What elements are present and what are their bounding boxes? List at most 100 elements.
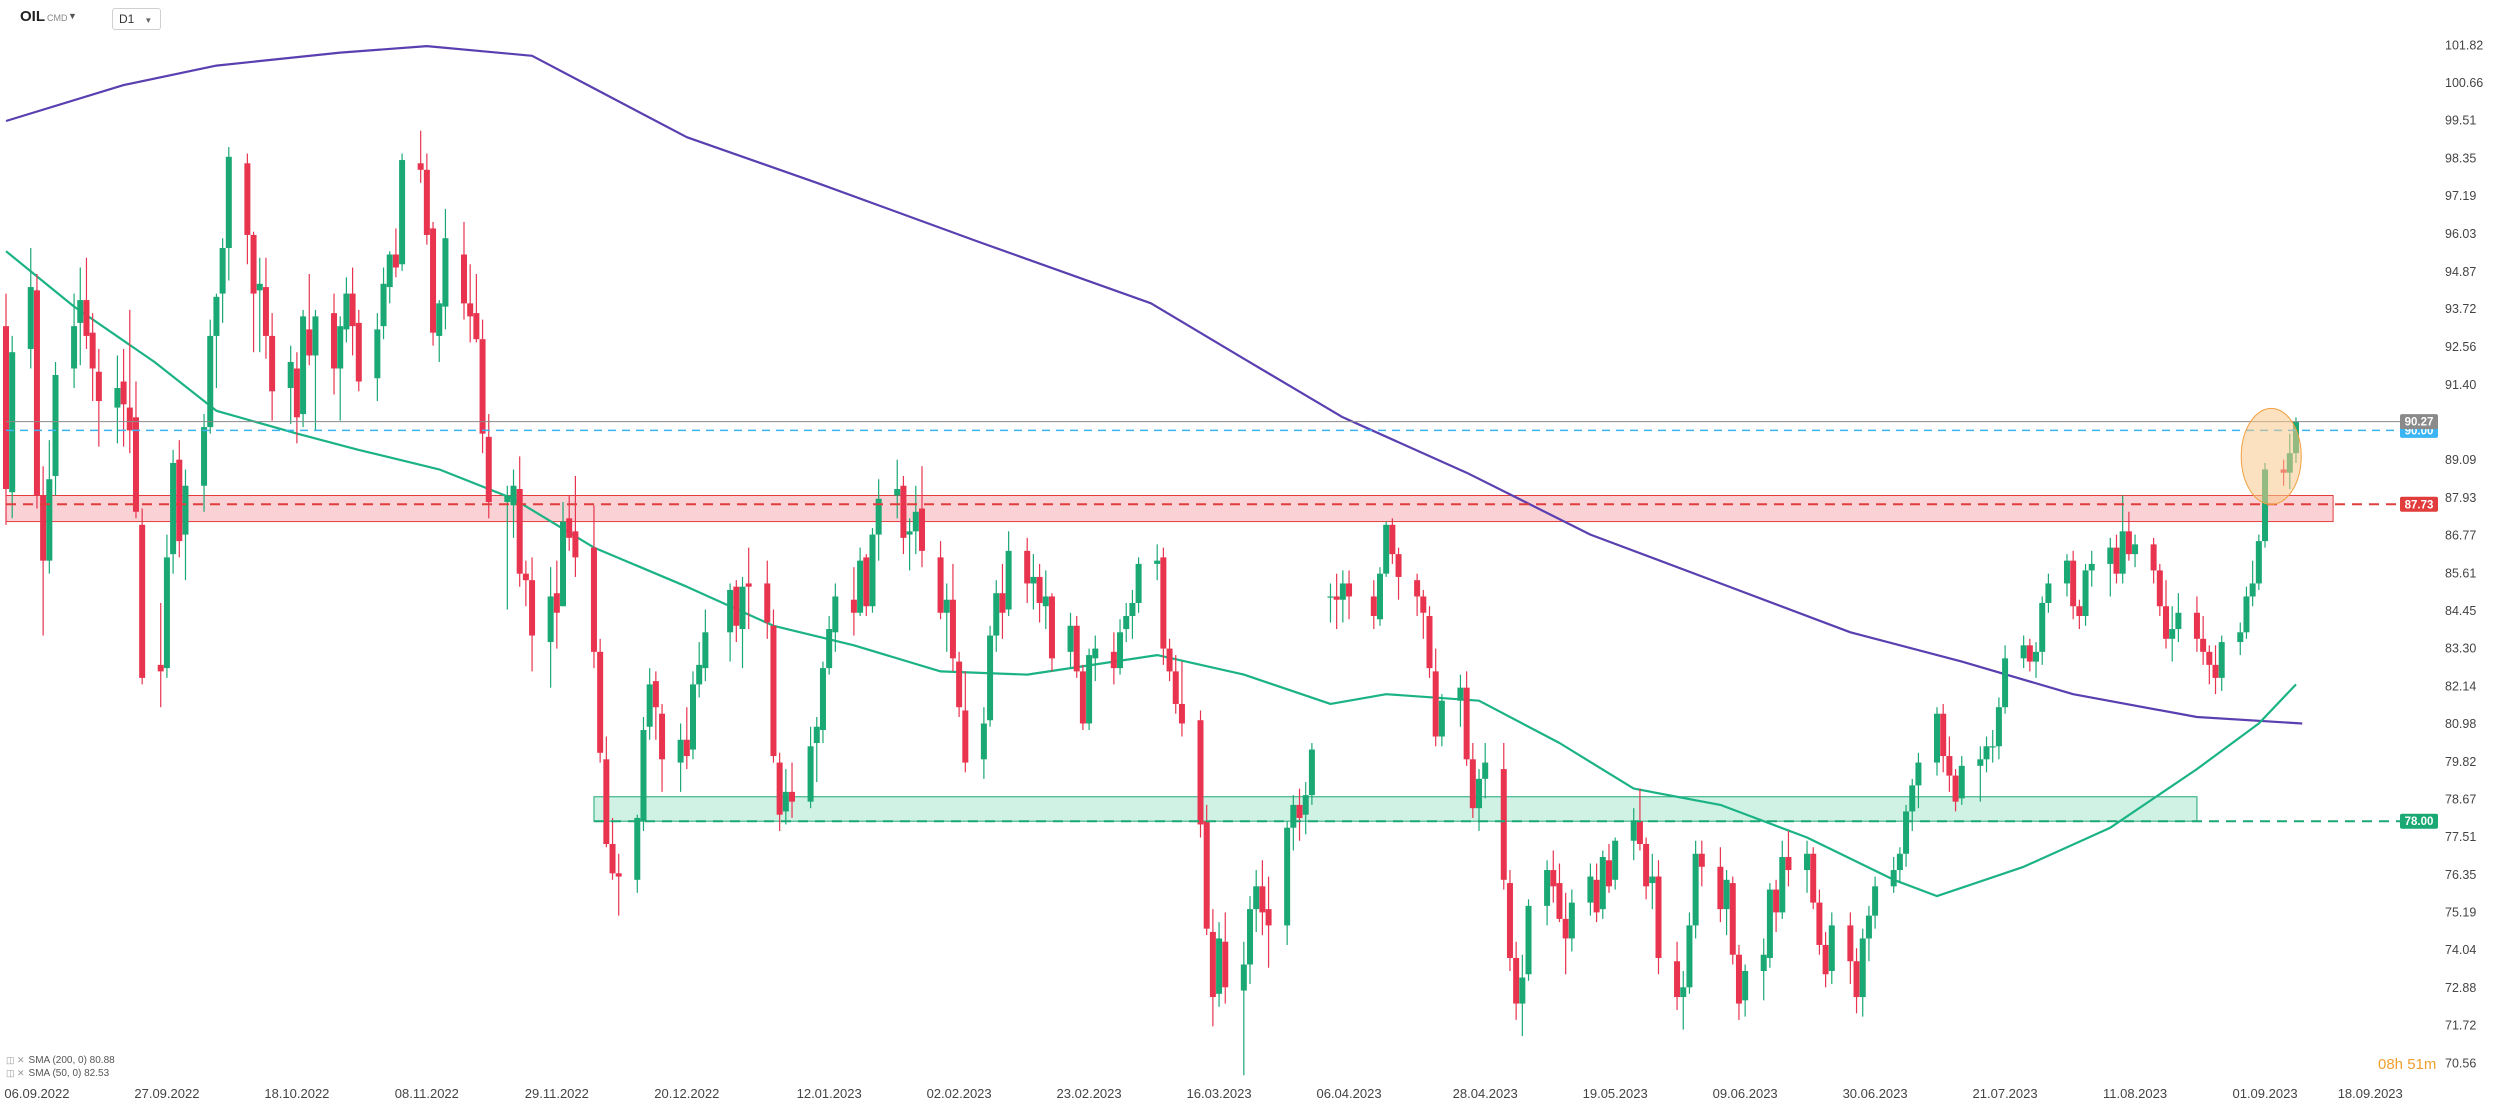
candle <box>727 583 734 662</box>
y-tick-label: 76.35 <box>2445 868 2476 882</box>
candle <box>2107 537 2114 597</box>
candle-body <box>1370 596 1377 617</box>
candle <box>1896 847 1903 884</box>
candle-body <box>894 488 901 496</box>
candle <box>560 502 567 607</box>
candle-body <box>1896 853 1903 871</box>
candle <box>2193 596 2200 652</box>
symbol-dropdown-icon[interactable]: ▼ <box>68 11 77 21</box>
candle-body <box>1655 876 1662 958</box>
candle-body <box>745 583 752 587</box>
candle <box>1655 860 1662 975</box>
candle <box>993 580 1000 652</box>
candle <box>590 505 597 669</box>
candle-body <box>2150 544 2157 571</box>
candle <box>207 319 214 434</box>
y-tick-label: 101.82 <box>2445 38 2483 52</box>
candle <box>2045 573 2052 613</box>
candle <box>1525 899 1532 981</box>
candle <box>857 547 864 617</box>
candle-body <box>857 560 864 613</box>
candle <box>1977 746 1984 802</box>
candle-body <box>349 293 356 327</box>
y-tick-label: 96.03 <box>2445 227 2476 241</box>
candle-body <box>1599 857 1606 910</box>
candle <box>1092 635 1099 682</box>
candle <box>95 348 102 447</box>
candle-body <box>1005 550 1012 610</box>
candle <box>529 557 536 672</box>
eye-icon[interactable]: ◫ ✕ <box>6 1068 25 1078</box>
candle <box>659 703 666 792</box>
y-tick-label: 97.19 <box>2445 189 2476 203</box>
candle-countdown: 08h 51m <box>2378 1056 2437 1073</box>
candle <box>2150 537 2157 584</box>
candle-body <box>355 322 362 382</box>
candle <box>770 609 777 763</box>
legend-item-sma50[interactable]: ◫ ✕ SMA (50, 0) 82.53 <box>6 1067 115 1080</box>
candle-body <box>547 596 554 643</box>
candle-body <box>1766 889 1773 958</box>
candle <box>1290 795 1297 851</box>
timeframe-label: D1 <box>119 12 135 26</box>
candle-body <box>9 352 16 493</box>
candle-body <box>529 580 536 636</box>
candle-body <box>2243 596 2250 633</box>
legend-item-sma200[interactable]: ◫ ✕ SMA (200, 0) 80.88 <box>6 1054 115 1067</box>
candle-body <box>256 283 263 291</box>
candle <box>1828 912 1835 985</box>
candle-body <box>1698 853 1705 867</box>
candle <box>1166 638 1173 682</box>
candle-body <box>2218 642 2225 678</box>
candle-body <box>95 371 102 402</box>
symbol-selector[interactable]: OIL CMD <box>20 8 68 25</box>
y-tick-label: 70.56 <box>2445 1057 2476 1071</box>
highlight-layer <box>2240 407 2302 505</box>
candle <box>485 414 492 519</box>
x-tick-label: 23.02.2023 <box>1057 1086 1122 1101</box>
sma200-line <box>5 45 2303 725</box>
candle <box>949 563 956 672</box>
candle <box>572 475 579 577</box>
candle <box>1048 593 1055 672</box>
candle-body <box>782 791 789 812</box>
candle-body <box>1934 713 1941 763</box>
candle <box>2002 645 2009 714</box>
candle <box>1506 870 1513 972</box>
candle-body <box>900 485 907 538</box>
candle-body <box>436 303 443 336</box>
candle-body <box>1339 583 1346 600</box>
candle-body <box>1290 804 1297 828</box>
candle-body <box>993 593 1000 636</box>
candle <box>912 485 919 555</box>
candle-body <box>27 287 34 349</box>
candle <box>1822 931 1829 988</box>
candle <box>1376 567 1383 626</box>
candle-body <box>1432 671 1439 737</box>
candle <box>906 518 913 571</box>
candle-body <box>1333 596 1340 600</box>
eye-icon[interactable]: ◫ ✕ <box>6 1055 25 1065</box>
candle <box>1599 850 1606 919</box>
candle-body <box>1265 909 1272 926</box>
candle <box>71 293 78 389</box>
candle-body <box>1240 964 1247 991</box>
candle <box>1816 889 1823 955</box>
candle <box>1865 905 1872 962</box>
candle-body <box>1674 961 1681 998</box>
candle-body <box>943 599 950 613</box>
candle <box>1389 518 1396 564</box>
candle <box>918 466 925 568</box>
timeframe-selector[interactable]: D1 ▼ <box>112 8 162 30</box>
candle-body <box>739 586 746 630</box>
candles-layer <box>3 130 2299 1076</box>
candle <box>114 355 121 444</box>
candle-body <box>1253 886 1260 910</box>
candle-body <box>312 316 319 356</box>
candle <box>1024 537 1031 603</box>
candle <box>683 707 690 770</box>
candle <box>1240 941 1247 1076</box>
zones-layer <box>5 495 2334 822</box>
candle-body <box>652 681 659 708</box>
